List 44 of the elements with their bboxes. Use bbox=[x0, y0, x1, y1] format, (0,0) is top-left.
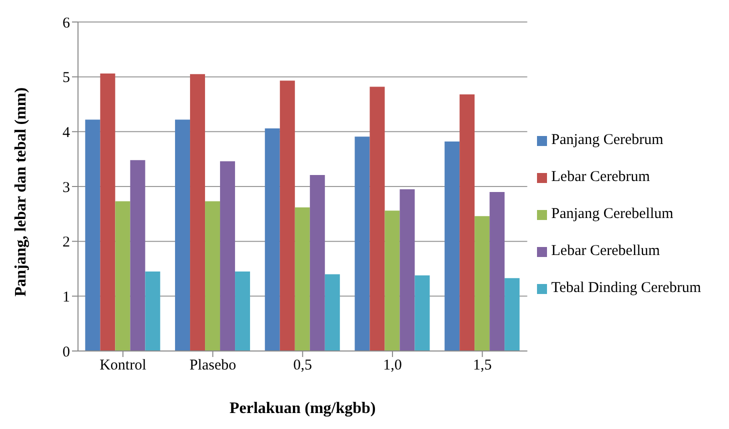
bar bbox=[220, 161, 236, 351]
bar bbox=[294, 207, 310, 351]
bar bbox=[190, 74, 206, 351]
bar bbox=[130, 160, 146, 351]
y-tick-label: 5 bbox=[62, 70, 70, 86]
bar bbox=[205, 201, 220, 351]
y-tick-label: 4 bbox=[62, 124, 70, 141]
bar bbox=[354, 136, 370, 351]
bar bbox=[460, 94, 475, 351]
y-tick-label: 2 bbox=[62, 234, 70, 251]
bar bbox=[504, 278, 520, 351]
bar bbox=[280, 80, 295, 351]
bar bbox=[400, 189, 415, 351]
legend-label: Panjang Cerebrum bbox=[551, 132, 664, 148]
bar bbox=[235, 271, 250, 351]
bar bbox=[370, 86, 385, 351]
legend-label: Lebar Cerebellum bbox=[551, 243, 660, 259]
bar bbox=[310, 174, 325, 351]
y-axis-title: Panjang, lebar dan tebal (mm) bbox=[12, 87, 30, 296]
x-tick-label: 1,0 bbox=[383, 358, 402, 374]
bar bbox=[490, 192, 505, 351]
x-tick-label: 0,5 bbox=[293, 358, 312, 374]
x-tick-label: Plasebo bbox=[189, 358, 236, 374]
bar bbox=[115, 201, 130, 351]
bar bbox=[85, 120, 100, 351]
bar bbox=[100, 74, 116, 351]
bar bbox=[324, 274, 340, 351]
bar bbox=[145, 271, 160, 351]
bar bbox=[175, 120, 190, 351]
bar bbox=[444, 142, 460, 351]
legend-label: Panjang Cerebellum bbox=[551, 206, 674, 222]
y-tick-label: 3 bbox=[62, 180, 70, 196]
y-tick-label: 1 bbox=[62, 289, 70, 306]
y-tick-label: 6 bbox=[62, 15, 70, 32]
y-tick-label: 0 bbox=[62, 344, 70, 360]
legend-label: Lebar Cerebrum bbox=[551, 169, 650, 185]
legend-label: Tebal Dinding Cerebrum bbox=[551, 280, 701, 296]
bar bbox=[414, 275, 430, 351]
x-tick-label: Kontrol bbox=[100, 358, 146, 374]
x-tick-label: 1,5 bbox=[472, 358, 492, 374]
bar bbox=[474, 216, 490, 351]
bar bbox=[384, 210, 400, 351]
x-axis-title: Perlakuan (mg/kgbb) bbox=[230, 400, 376, 417]
bar bbox=[264, 128, 280, 351]
